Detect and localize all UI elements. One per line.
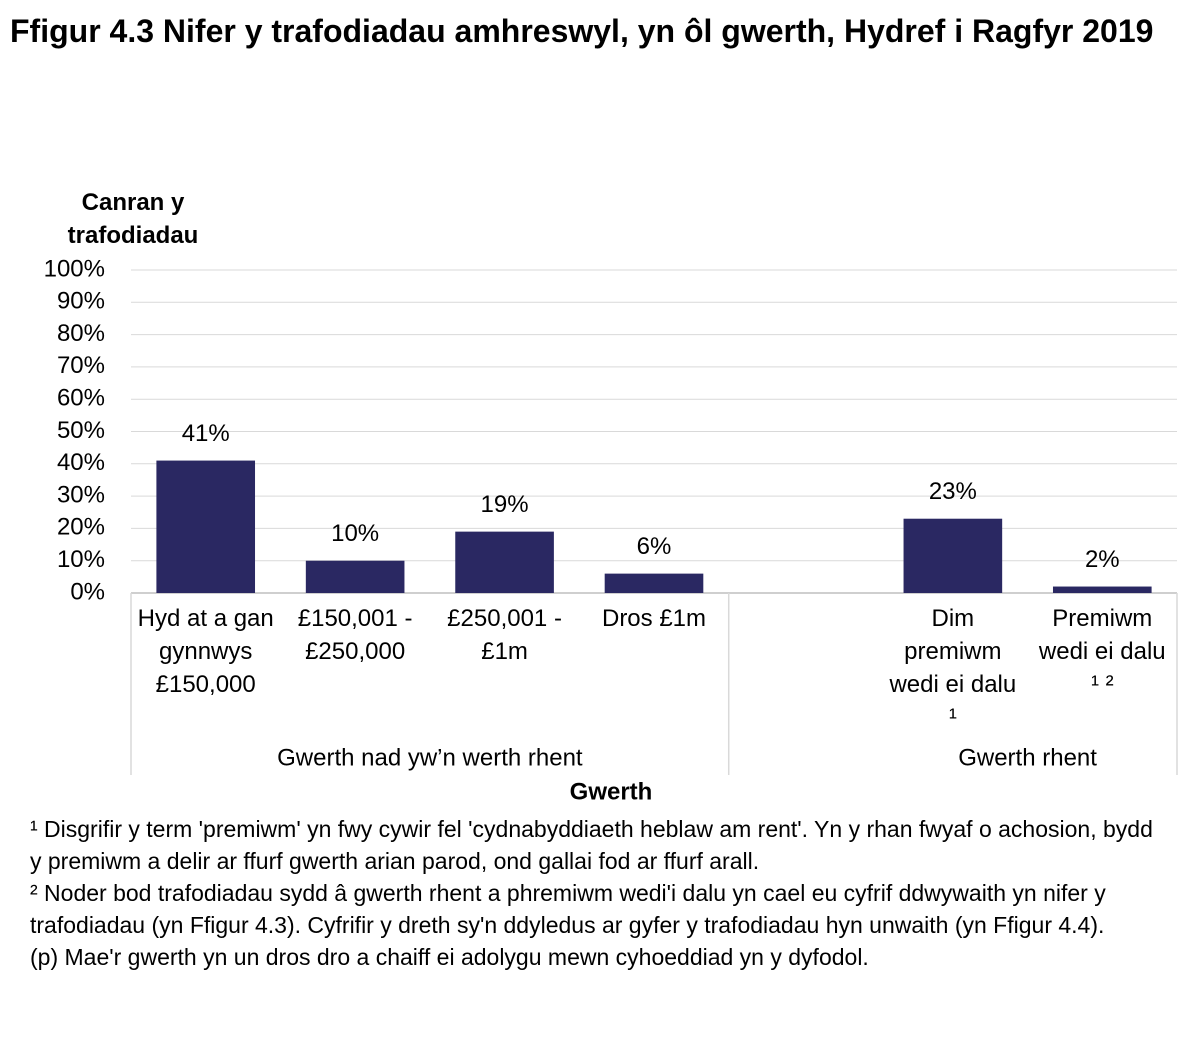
- value-label: 23%: [929, 478, 977, 505]
- value-label: 19%: [481, 491, 529, 518]
- chart-title: Ffigur 4.3 Nifer y trafodiadau amhreswyl…: [10, 13, 1154, 49]
- x-tick-label: £250,001 - £1m: [447, 605, 562, 665]
- y-tick-label: 50%: [57, 417, 105, 444]
- x-tick-label: Premiwm wedi ei dalu ¹ ²: [1038, 605, 1166, 698]
- y-tick-label: 60%: [57, 385, 105, 412]
- y-axis-label: Canran y trafodiadau: [67, 189, 199, 249]
- footnote: ² Noder bod trafodiadau sydd â gwerth rh…: [30, 880, 1106, 938]
- value-label: 10%: [331, 520, 379, 547]
- bar: [1052, 586, 1152, 593]
- footnote: (p) Mae'r gwerth yn un dros dro a chaiff…: [30, 944, 869, 970]
- footnotes: ¹ Disgrifir y term 'premiwm' yn fwy cywi…: [30, 813, 1170, 973]
- value-label: 2%: [1085, 546, 1120, 573]
- y-tick-label: 100%: [44, 255, 105, 282]
- bar: [305, 560, 405, 593]
- value-label: 6%: [637, 533, 672, 560]
- bar: [455, 531, 554, 593]
- y-tick-label: 30%: [57, 481, 105, 508]
- x-tick-label: £150,001 - £250,000: [297, 605, 413, 665]
- group-label: Gwerth nad yw’n werth rhent: [277, 744, 583, 771]
- x-tick-label: Hyd at a gan gynnwys £150,000: [137, 605, 274, 698]
- bar: [604, 573, 704, 593]
- bar: [156, 460, 256, 593]
- y-tick-label: 10%: [57, 546, 105, 573]
- y-tick-label: 90%: [57, 288, 105, 315]
- bar: [903, 518, 1003, 593]
- x-tick-label: Dim premiwm wedi ei dalu ¹: [889, 605, 1017, 731]
- y-tick-label: 70%: [57, 352, 105, 379]
- x-axis-label: Gwerth: [570, 778, 653, 805]
- footnote: ¹ Disgrifir y term 'premiwm' yn fwy cywi…: [30, 816, 1153, 874]
- y-tick-label: 0%: [70, 578, 105, 605]
- value-label: 41%: [182, 420, 230, 447]
- group-label: Gwerth rhent: [958, 744, 1097, 771]
- y-tick-label: 80%: [57, 320, 105, 347]
- x-tick-label: Dros £1m: [601, 605, 707, 632]
- y-tick-label: 40%: [57, 449, 105, 476]
- y-tick-label: 20%: [57, 514, 105, 541]
